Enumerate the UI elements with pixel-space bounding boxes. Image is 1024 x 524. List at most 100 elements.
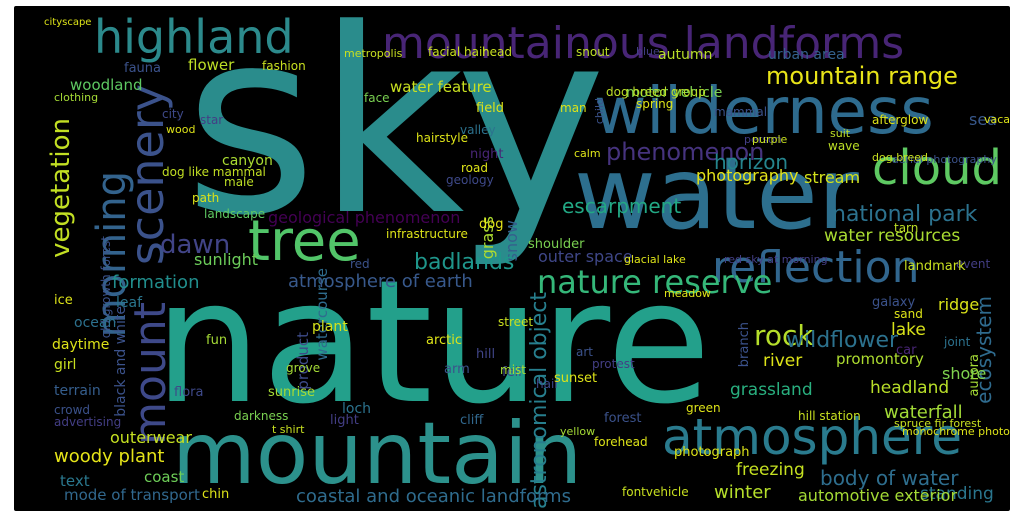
word: path	[192, 191, 220, 205]
word: street	[498, 315, 534, 329]
word: art	[576, 345, 593, 359]
word: reflection	[712, 242, 920, 293]
word: standing	[920, 484, 994, 504]
word: chin	[202, 487, 230, 502]
word: wave	[828, 139, 860, 153]
word: cliff	[460, 413, 484, 428]
word: metropolis	[344, 47, 403, 60]
word: hill	[476, 347, 496, 362]
word: crowd	[54, 403, 91, 417]
word: ridge	[938, 295, 980, 314]
word: spring	[636, 97, 674, 111]
word: fell	[502, 365, 522, 380]
word: blue	[636, 45, 660, 58]
word: afterglow	[872, 113, 929, 127]
word: coast	[144, 468, 185, 486]
word: text	[60, 472, 90, 490]
word: water	[574, 135, 859, 252]
word: shoulder	[528, 237, 585, 252]
word: flower	[188, 56, 235, 74]
word: cityscape	[44, 17, 92, 28]
word: suit	[830, 127, 851, 140]
word: horizon	[714, 150, 789, 174]
word: mountain	[172, 404, 583, 504]
word: grassland	[730, 380, 813, 400]
word: dog breed	[872, 151, 928, 164]
word: autumn	[658, 47, 713, 63]
word: girl	[54, 357, 77, 373]
word: galaxy	[872, 295, 916, 310]
word: mount	[125, 302, 176, 445]
word: clothing	[54, 91, 99, 104]
word: fun	[206, 333, 228, 348]
word: city	[162, 107, 184, 121]
word: hair	[536, 377, 560, 391]
word: purple	[752, 133, 788, 146]
word: photograph	[674, 445, 750, 460]
word: geology	[446, 173, 494, 187]
word: mountain range	[766, 62, 958, 90]
word: head	[482, 45, 512, 59]
word: dawn	[160, 230, 231, 260]
word-cloud: sky nature mountain water wilderness mou…	[14, 6, 1010, 511]
word: metropolitan area	[1007, 276, 1010, 420]
word: rock	[754, 319, 814, 352]
word: automotive exterior	[798, 486, 958, 505]
word: red sky at morning	[724, 253, 828, 266]
word: snout	[576, 45, 610, 59]
word: dog	[479, 217, 504, 232]
word: grove	[286, 361, 321, 375]
word: sky	[184, 6, 607, 272]
word: lake	[891, 320, 926, 340]
word: facial hair	[428, 45, 488, 59]
word: promontory	[836, 350, 924, 368]
word: vacation	[984, 113, 1010, 126]
word: vegetation	[46, 118, 76, 258]
word: coastal and oceanic landforms	[296, 486, 571, 507]
word: infrastructure	[386, 227, 468, 241]
word: star	[200, 113, 224, 127]
word: ice	[54, 293, 73, 308]
word: fauna	[124, 61, 161, 76]
word: light	[330, 413, 359, 428]
word: sea	[969, 110, 997, 129]
word: valley	[460, 123, 496, 137]
word: face	[364, 91, 390, 105]
word: loch	[342, 401, 372, 417]
word: hill station	[798, 409, 861, 423]
word: highland	[94, 10, 294, 64]
word: landscape	[204, 207, 266, 221]
word: mode of transport	[64, 486, 200, 504]
word: yellow	[560, 425, 596, 438]
word: protest	[592, 357, 635, 371]
word: water feature	[390, 78, 492, 96]
word: night	[470, 147, 504, 162]
word: wildflower	[786, 328, 899, 353]
word: branch	[737, 322, 752, 368]
word: waterfall	[884, 402, 963, 423]
word: cloud	[872, 140, 1002, 196]
word: wood	[166, 123, 196, 136]
word: spruce fir forest	[894, 417, 982, 430]
word: plant	[312, 319, 348, 335]
word: sand	[894, 307, 923, 321]
word: red	[350, 257, 370, 271]
word: joint	[944, 335, 971, 349]
word: urban area	[768, 47, 845, 63]
word: forest	[604, 411, 642, 426]
word: geological phenomenon	[268, 208, 461, 227]
word: landmark	[904, 259, 966, 274]
word: stream	[804, 168, 861, 187]
word: arctic	[426, 333, 463, 348]
word: freezing	[736, 460, 805, 480]
word: person	[744, 133, 782, 146]
word: man	[560, 101, 587, 115]
word: mist	[500, 363, 526, 377]
word: dog like mammal	[162, 165, 266, 179]
word: sunrise	[268, 385, 315, 400]
word: mammal	[714, 105, 768, 119]
word: ocean	[74, 315, 117, 331]
word: mountainous landforms	[382, 18, 905, 69]
word: sunset	[554, 371, 598, 386]
word: escarpment	[562, 194, 682, 218]
